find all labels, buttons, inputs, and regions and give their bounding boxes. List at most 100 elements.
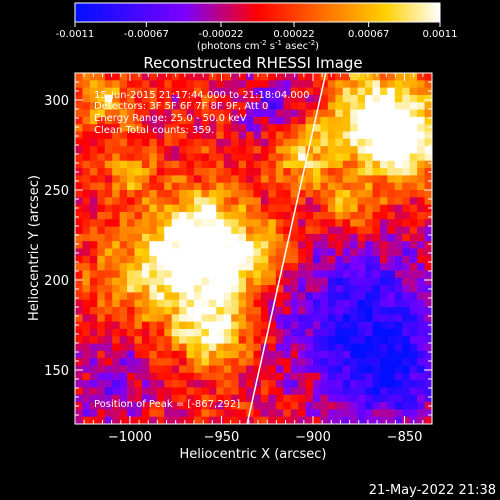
- heatmap-cell: [335, 73, 344, 81]
- heatmap-cell: [156, 219, 165, 227]
- heatmap-cell: [223, 307, 232, 315]
- heatmap-cell: [141, 211, 150, 220]
- heatmap-cell: [372, 343, 381, 352]
- heatmap-cell: [208, 190, 217, 198]
- heatmap-cell: [379, 109, 388, 118]
- heatmap-cell: [372, 219, 381, 227]
- heatmap-cell: [290, 146, 299, 154]
- heatmap-cell: [253, 336, 262, 344]
- heatmap-cell: [127, 263, 135, 271]
- heatmap-cell: [379, 102, 388, 110]
- heatmap-cell: [149, 314, 158, 323]
- heatmap-cell: [104, 102, 113, 110]
- heatmap-cell: [387, 80, 396, 89]
- heatmap-cell: [409, 402, 418, 410]
- heatmap-cell: [320, 299, 329, 308]
- heatmap-cell: [194, 299, 202, 308]
- heatmap-cell: [82, 138, 91, 147]
- heatmap-cell: [402, 299, 411, 308]
- heatmap-cell: [112, 102, 121, 110]
- heatmap-cell: [290, 197, 299, 206]
- heatmap-cell: [127, 307, 135, 315]
- heatmap-cell: [134, 138, 143, 147]
- heatmap-cell: [327, 138, 336, 147]
- heatmap-cell: [119, 160, 128, 169]
- heatmap-cell: [335, 146, 344, 154]
- heatmap-cell: [194, 131, 202, 140]
- heatmap-cell: [327, 409, 336, 418]
- heatmap-cell: [350, 109, 359, 118]
- heatmap-cell: [409, 409, 418, 418]
- heatmap-cell: [127, 146, 135, 154]
- heatmap-cell: [320, 80, 329, 89]
- heatmap-cell: [394, 160, 403, 169]
- x-tick-label: −850: [387, 430, 423, 445]
- heatmap-cell: [141, 416, 150, 424]
- heatmap-cell: [260, 124, 269, 132]
- heatmap-cell: [164, 292, 173, 301]
- heatmap-cell: [156, 109, 165, 118]
- heatmap-cell: [186, 358, 195, 366]
- heatmap-cell: [387, 219, 396, 227]
- heatmap-cell: [424, 138, 432, 147]
- heatmap-cell: [179, 168, 187, 176]
- heatmap-cell: [97, 387, 106, 396]
- heatmap-cell: [82, 343, 91, 352]
- heatmap-cell: [171, 116, 180, 125]
- heatmap-cell: [320, 292, 329, 301]
- heatmap-cell: [97, 182, 106, 191]
- heatmap-cell: [342, 343, 351, 352]
- heatmap-cell: [231, 197, 240, 206]
- heatmap-cell: [372, 211, 381, 220]
- heatmap-cell: [179, 248, 187, 257]
- heatmap-cell: [417, 211, 425, 220]
- heatmap-cell: [365, 299, 373, 308]
- annotation-energy: Energy Range: 25.0 - 50.0 keV: [94, 113, 247, 124]
- heatmap-cell: [75, 102, 83, 110]
- heatmap-cell: [201, 160, 210, 169]
- heatmap-cell: [223, 153, 232, 162]
- heatmap-cell: [275, 387, 284, 396]
- heatmap-cell: [246, 255, 254, 264]
- heatmap-cell: [164, 350, 173, 359]
- heatmap-cell: [149, 73, 158, 81]
- heatmap-cell: [365, 204, 373, 213]
- heatmap-cell: [283, 190, 292, 198]
- heatmap-cell: [298, 124, 306, 132]
- heatmap-cell: [253, 153, 262, 162]
- heatmap-cell: [201, 402, 210, 410]
- heatmap-cell: [112, 307, 121, 315]
- heatmap-cell: [290, 168, 299, 176]
- heatmap-cell: [372, 87, 381, 96]
- heatmap-cell: [134, 336, 143, 344]
- heatmap-cell: [313, 299, 321, 308]
- heatmap-cell: [379, 328, 388, 337]
- heatmap-cell: [97, 226, 106, 235]
- heatmap-cell: [82, 277, 91, 286]
- heatmap-cell: [201, 255, 210, 264]
- heatmap-cell: [119, 263, 128, 271]
- heatmap-cell: [201, 263, 210, 271]
- heatmap-cell: [238, 80, 247, 89]
- heatmap-cell: [156, 350, 165, 359]
- heatmap-cell: [75, 299, 83, 308]
- heatmap-cell: [342, 255, 351, 264]
- heatmap-cell: [156, 138, 165, 147]
- heatmap-cell: [134, 409, 143, 418]
- heatmap-cell: [350, 94, 359, 103]
- heatmap-cell: [268, 285, 277, 293]
- heatmap-cell: [134, 277, 143, 286]
- heatmap-cell: [75, 219, 83, 227]
- heatmap-cell: [283, 153, 292, 162]
- heatmap-cell: [394, 138, 403, 147]
- heatmap-cell: [283, 365, 292, 374]
- heatmap-cell: [424, 416, 432, 424]
- heatmap-cell: [365, 321, 373, 330]
- heatmap-cell: [231, 116, 240, 125]
- heatmap-cell: [320, 358, 329, 366]
- heatmap-cell: [231, 402, 240, 410]
- heatmap-cell: [424, 372, 432, 381]
- heatmap-cell: [253, 197, 262, 206]
- heatmap-cell: [253, 226, 262, 235]
- heatmap-cell: [260, 328, 269, 337]
